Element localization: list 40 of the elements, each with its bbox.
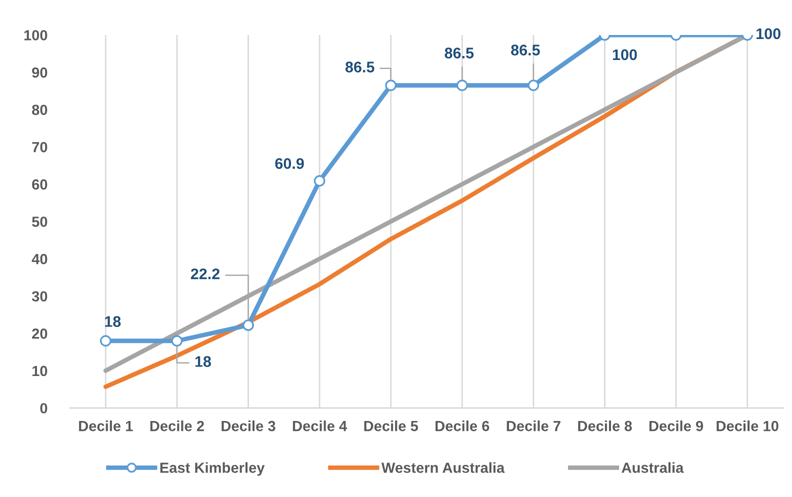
data-label: 18: [105, 316, 121, 327]
data-label: 60.9: [275, 158, 304, 169]
y-tick-label: 10: [32, 366, 48, 376]
x-tick-label: Decile 10: [716, 420, 778, 432]
x-tick-label: Decile 3: [222, 420, 276, 432]
data-label: 100: [756, 28, 780, 40]
y-tick-label: 20: [32, 328, 48, 339]
x-tick-label: Decile 4: [292, 420, 348, 432]
data-label: 86.5: [345, 62, 374, 72]
y-tick-label: 80: [32, 104, 48, 116]
x-tick-label: Decile 7: [506, 420, 560, 432]
y-tick-label: 60: [32, 179, 48, 190]
legend-label: Australia: [622, 462, 684, 473]
y-tick-label: 70: [32, 142, 48, 152]
x-tick-label: Decile 2: [150, 420, 204, 432]
legend-label: Western Australia: [381, 462, 505, 473]
x-tick-label: Decile 9: [649, 420, 704, 432]
y-tick-label: 40: [32, 254, 48, 264]
point: [100, 335, 112, 347]
x-tick-label: Decile 5: [364, 420, 418, 432]
x-tick-label: Decile 8: [578, 420, 632, 432]
point: [456, 80, 468, 92]
data-label: 18: [195, 356, 211, 367]
point: [314, 175, 326, 187]
data-label: 22.2: [190, 268, 220, 280]
point: [385, 80, 397, 92]
y-tick-label: 30: [32, 291, 48, 302]
y-tick-label: 50: [32, 216, 48, 227]
legend-label: East Kimberley: [160, 462, 265, 476]
y-tick-label: 0: [40, 403, 48, 414]
point: [242, 320, 254, 331]
x-tick-label: Decile 6: [436, 420, 490, 432]
y-tick-label: 90: [32, 67, 48, 78]
point: [528, 80, 540, 92]
y-tick-label: 100: [24, 30, 48, 40]
data-label: 100: [612, 49, 637, 60]
data-label: 86.5: [511, 44, 540, 56]
point: [171, 335, 183, 347]
data-label: 86.5: [444, 48, 474, 58]
x-tick-label: Decile 1: [79, 420, 133, 432]
